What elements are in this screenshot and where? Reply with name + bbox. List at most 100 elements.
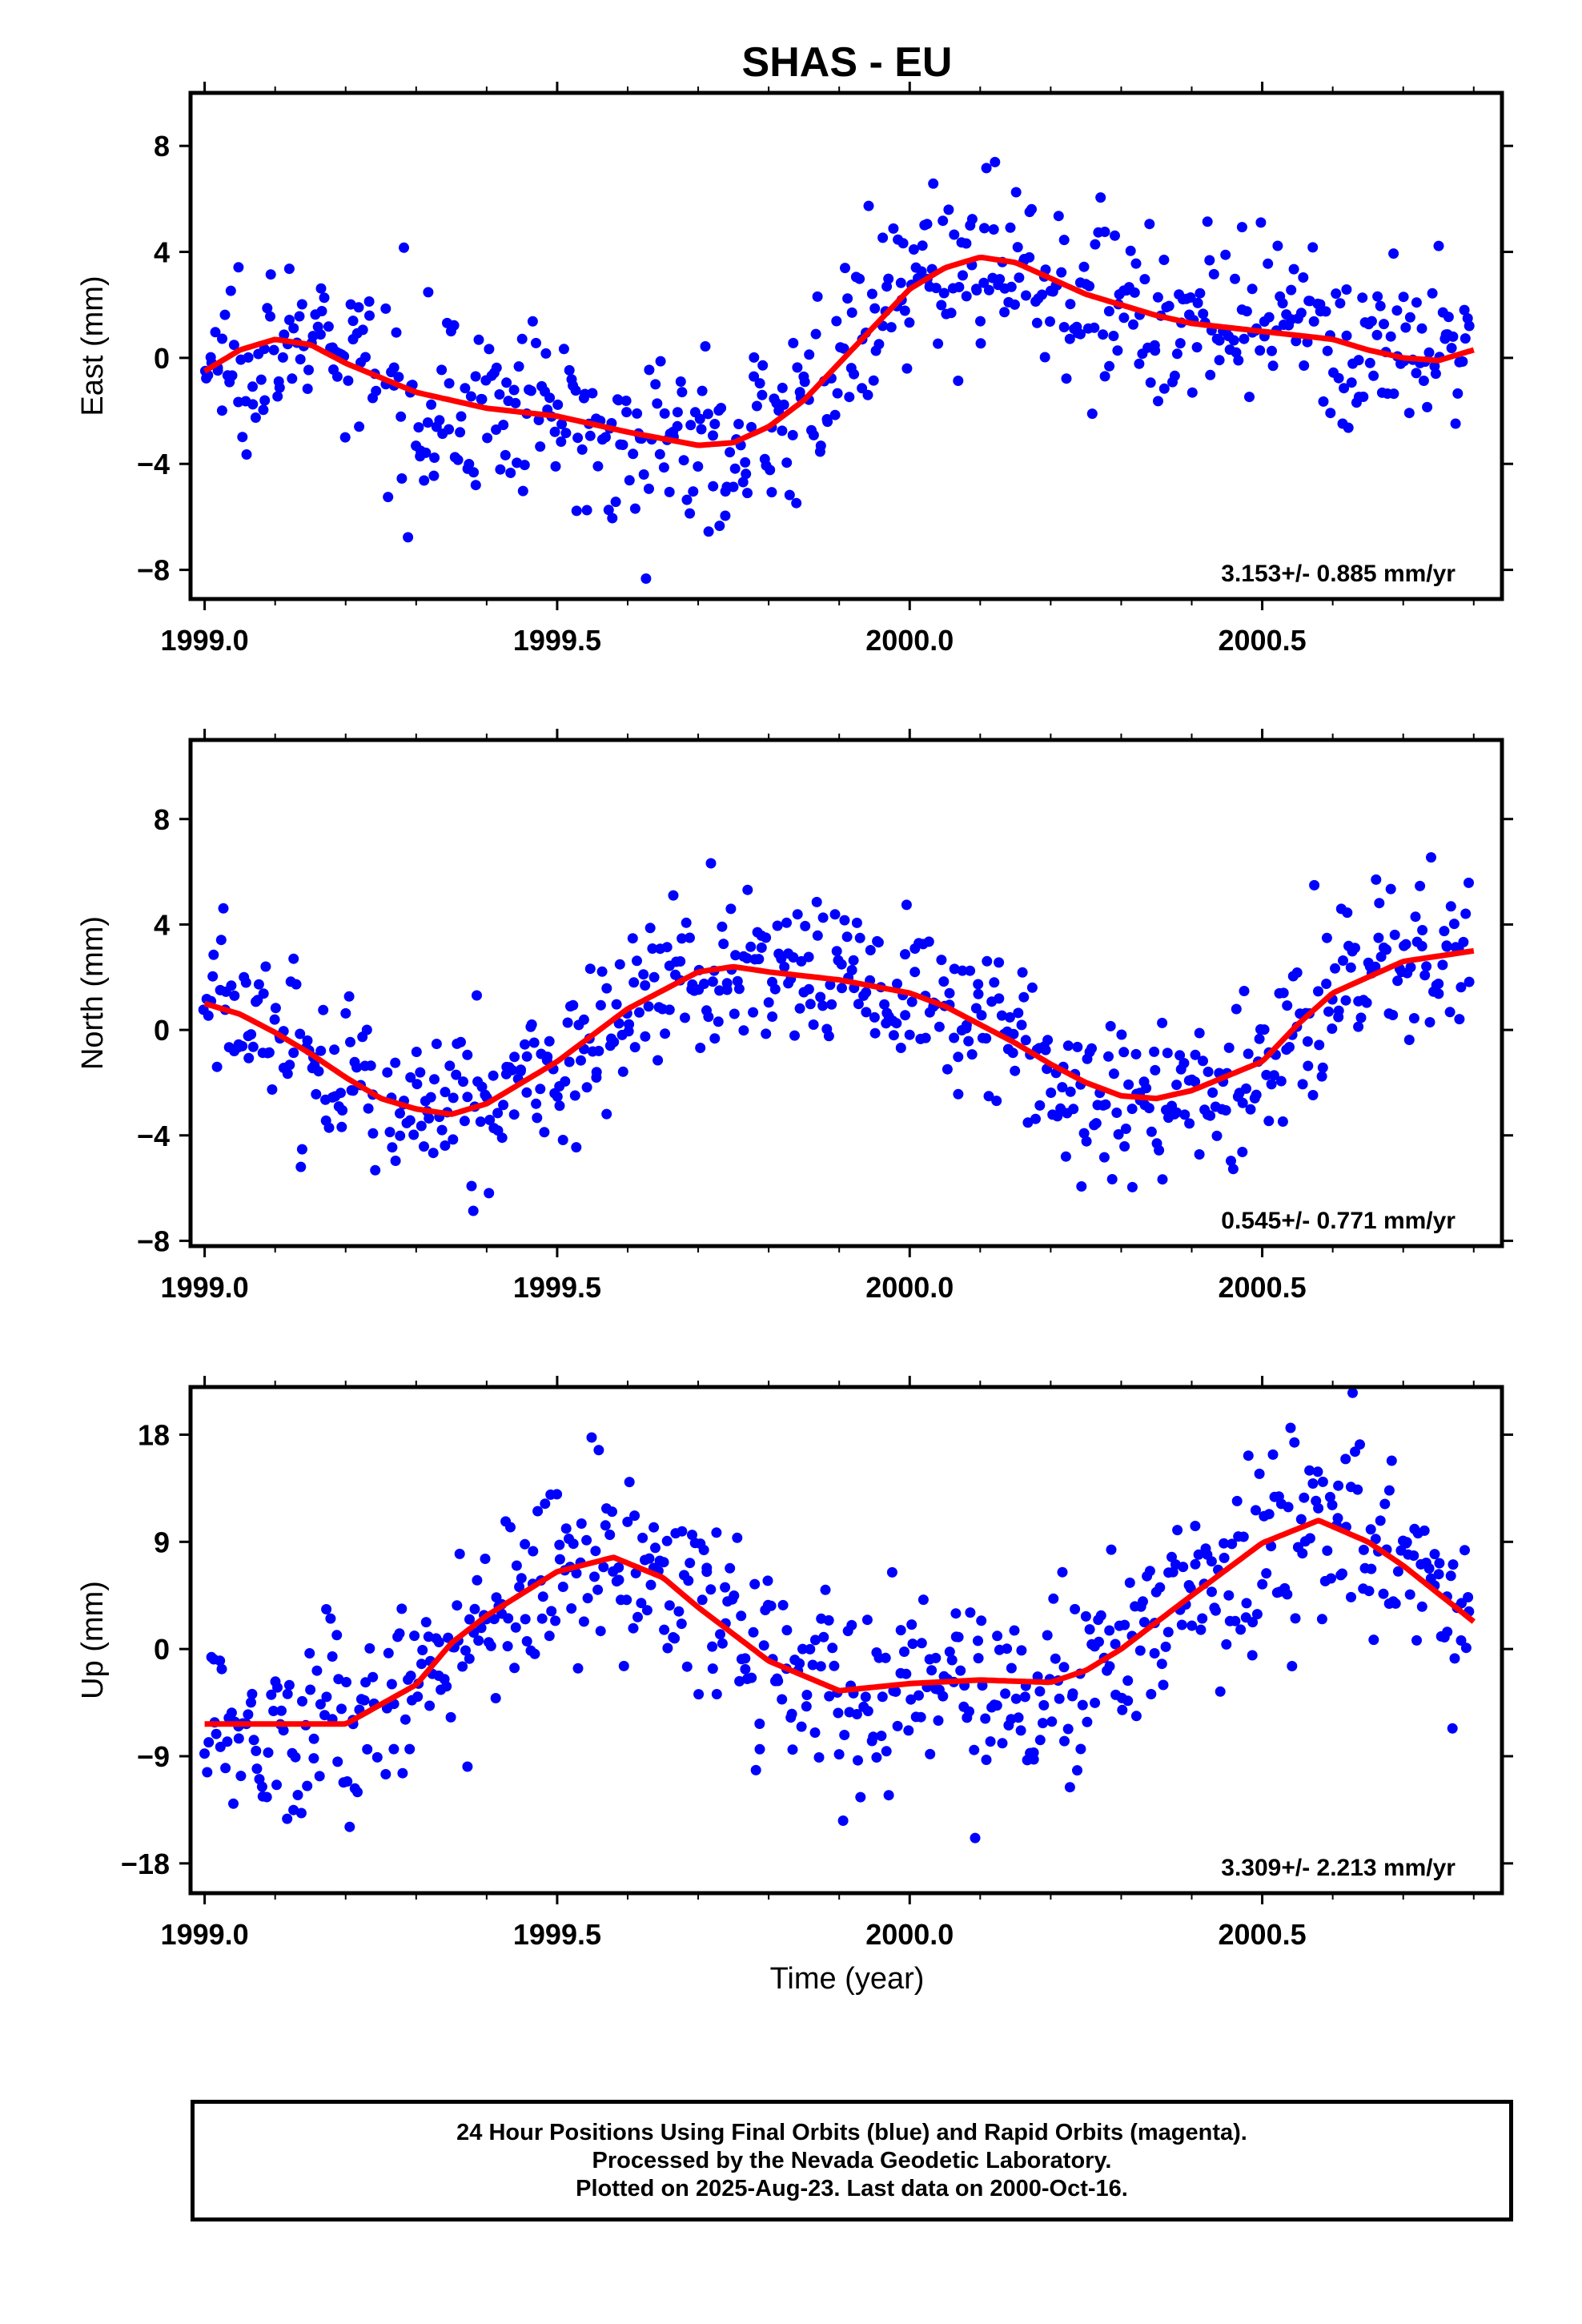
data-point	[448, 320, 460, 331]
data-point	[906, 996, 917, 1007]
data-point	[247, 399, 259, 410]
data-point	[1324, 1491, 1335, 1502]
data-point	[1464, 877, 1474, 888]
data-point	[1337, 1568, 1347, 1579]
data-point	[1057, 1082, 1068, 1093]
data-point	[917, 1594, 929, 1606]
data-point	[797, 1643, 808, 1655]
data-point	[772, 920, 783, 931]
data-point	[448, 1134, 459, 1145]
data-point	[458, 1076, 468, 1088]
data-point	[476, 394, 488, 404]
data-point	[1410, 911, 1421, 923]
data-point	[1021, 290, 1031, 301]
data-point	[1389, 929, 1400, 940]
data-point	[297, 1695, 307, 1707]
data-point	[886, 1566, 897, 1578]
data-point	[1424, 1017, 1435, 1027]
data-point	[817, 1000, 829, 1011]
data-point	[1156, 1659, 1167, 1670]
data-point	[1459, 304, 1470, 316]
data-point	[1231, 347, 1242, 358]
data-point	[380, 1769, 391, 1779]
data-point	[815, 1661, 826, 1672]
data-point	[247, 1041, 259, 1052]
data-point	[544, 1630, 555, 1642]
data-point	[1261, 1069, 1272, 1080]
data-point	[897, 238, 909, 249]
data-point	[344, 1821, 355, 1832]
data-point	[1070, 1603, 1081, 1614]
data-point	[603, 505, 614, 516]
data-point	[1144, 1566, 1155, 1577]
data-point	[1282, 1000, 1293, 1011]
data-point	[975, 316, 986, 327]
data-point	[228, 1798, 239, 1809]
data-point	[331, 1630, 343, 1641]
data-point	[938, 1691, 949, 1702]
data-point	[1178, 1058, 1190, 1068]
data-point	[336, 1703, 347, 1715]
data-point	[1434, 1558, 1445, 1569]
data-point	[862, 1706, 873, 1717]
data-point	[1243, 1048, 1254, 1059]
data-point	[347, 316, 359, 327]
data-point	[700, 341, 711, 352]
data-point	[1379, 319, 1389, 330]
data-point	[505, 1522, 516, 1533]
data-point	[491, 362, 502, 373]
data-point	[1278, 987, 1289, 999]
data-point	[983, 284, 994, 296]
data-point	[1223, 1590, 1235, 1601]
data-point	[1100, 1099, 1111, 1110]
data-point	[1126, 1104, 1138, 1115]
data-point	[1322, 345, 1333, 356]
data-point	[1442, 1626, 1453, 1638]
data-point	[468, 1205, 479, 1216]
data-point	[1089, 322, 1100, 333]
data-point	[226, 1707, 237, 1719]
data-point	[757, 389, 768, 400]
data-point	[725, 903, 737, 915]
data-point	[608, 1036, 620, 1047]
data-point	[890, 1686, 901, 1697]
data-point	[1186, 387, 1198, 398]
data-point	[540, 1498, 551, 1510]
data-point	[627, 933, 638, 944]
data-point	[247, 1688, 258, 1699]
data-point	[693, 1689, 705, 1700]
x-axis-label: Time (year)	[770, 1962, 925, 1996]
data-point	[1158, 255, 1170, 265]
data-point	[707, 1663, 718, 1675]
data-point	[1119, 1141, 1130, 1152]
data-point	[792, 362, 803, 373]
data-point	[1119, 1619, 1130, 1630]
data-point	[751, 400, 762, 412]
data-point	[532, 1112, 543, 1124]
data-point	[729, 1008, 740, 1019]
data-point	[614, 959, 625, 970]
data-point	[228, 340, 239, 351]
data-point	[1046, 1088, 1057, 1098]
data-point	[1171, 1080, 1182, 1091]
data-point	[319, 292, 330, 304]
data-point	[1005, 222, 1016, 233]
data-point	[1098, 329, 1109, 340]
data-point	[462, 1049, 473, 1060]
data-point	[1423, 347, 1435, 358]
data-point	[1343, 422, 1354, 433]
data-point	[484, 1188, 495, 1199]
data-point	[786, 1708, 797, 1719]
data-point	[332, 1756, 343, 1767]
data-point	[1058, 322, 1070, 332]
data-point	[227, 370, 238, 381]
data-point	[525, 385, 536, 396]
data-point	[199, 1748, 210, 1759]
data-point	[621, 407, 632, 418]
data-point	[1184, 1118, 1195, 1129]
data-point	[695, 1043, 706, 1053]
data-point	[347, 1085, 359, 1096]
data-point	[1230, 1615, 1241, 1626]
data-point	[964, 1706, 974, 1717]
data-point	[560, 428, 572, 439]
